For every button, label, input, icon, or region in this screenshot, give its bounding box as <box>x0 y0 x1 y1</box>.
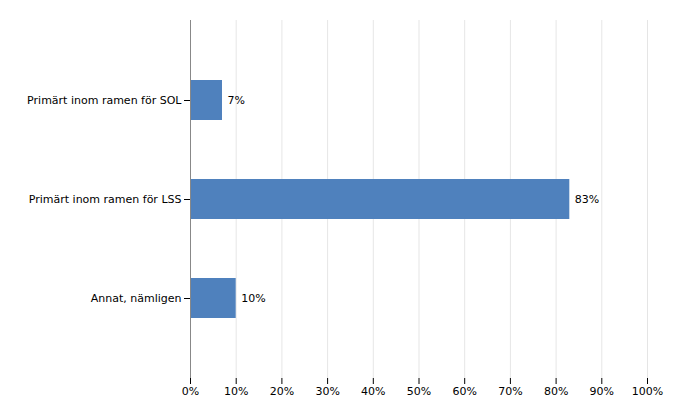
svg-text:Annat, nämligen: Annat, nämligen <box>91 292 182 305</box>
svg-text:20%: 20% <box>270 385 294 398</box>
svg-text:83%: 83% <box>575 193 599 206</box>
svg-text:7%: 7% <box>227 94 244 107</box>
svg-text:50%: 50% <box>407 385 431 398</box>
svg-text:60%: 60% <box>452 385 476 398</box>
svg-text:70%: 70% <box>498 385 522 398</box>
svg-text:Primärt inom ramen för SOL: Primärt inom ramen för SOL <box>27 94 182 107</box>
svg-text:10%: 10% <box>241 292 265 305</box>
svg-text:30%: 30% <box>315 385 339 398</box>
svg-text:Primärt inom ramen för LSS: Primärt inom ramen för LSS <box>29 193 182 206</box>
svg-text:40%: 40% <box>361 385 385 398</box>
svg-text:80%: 80% <box>544 385 568 398</box>
svg-text:100%: 100% <box>632 385 663 398</box>
svg-text:90%: 90% <box>590 385 614 398</box>
svg-text:10%: 10% <box>224 385 248 398</box>
svg-text:0%: 0% <box>182 385 199 398</box>
